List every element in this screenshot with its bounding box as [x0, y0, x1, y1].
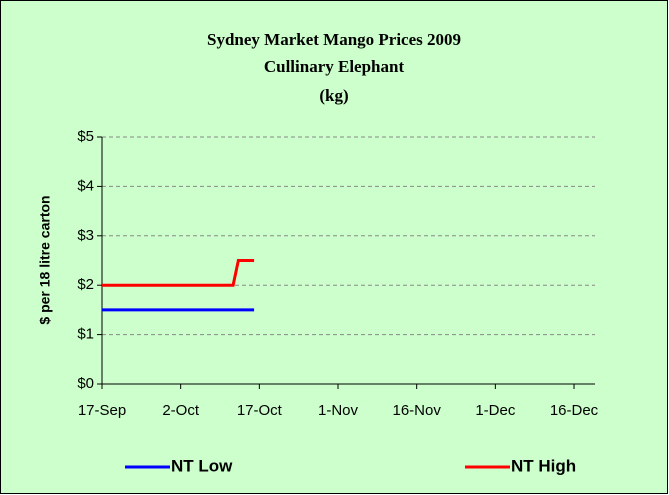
y-tick-label: $4	[77, 177, 94, 194]
line-series	[102, 259, 255, 287]
chart-subtitle: (kg)	[319, 86, 348, 105]
x-tick-label: 1-Dec	[475, 402, 516, 419]
x-tick-label: 1-Nov	[318, 402, 359, 419]
y-axis-label: $ per 18 litre carton	[37, 195, 53, 324]
legend-label: NT High	[511, 456, 576, 475]
legend-label: NT Low	[171, 456, 233, 475]
y-tick-label: $3	[77, 227, 94, 244]
y-tick-label: $0	[77, 375, 94, 392]
y-tick-label: $1	[77, 326, 94, 343]
x-tick-label: 16-Dec	[550, 402, 599, 419]
chart-subtitle: Cullinary Elephant	[264, 57, 405, 76]
y-tick-label: $5	[77, 128, 94, 145]
x-tick-label: 2-Oct	[162, 402, 200, 419]
x-tick-label: 17-Sep	[78, 402, 126, 419]
x-tick-label: 17-Oct	[237, 402, 283, 419]
x-tick-label: 16-Nov	[393, 402, 442, 419]
y-tick-label: $2	[77, 276, 94, 293]
chart-title: Sydney Market Mango Prices 2009	[207, 30, 461, 49]
